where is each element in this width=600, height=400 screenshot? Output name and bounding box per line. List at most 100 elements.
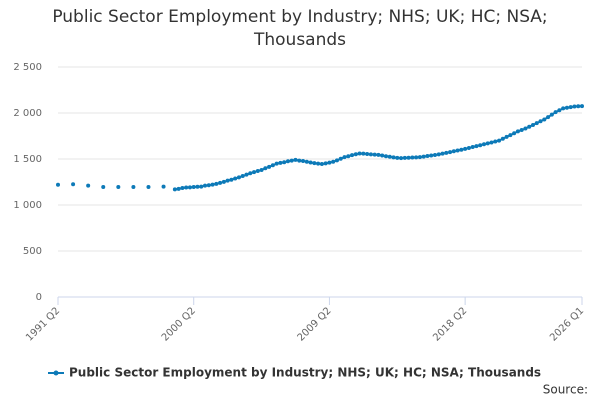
x-tick-label: 2026 Q1 bbox=[548, 305, 586, 343]
point bbox=[497, 138, 502, 143]
point bbox=[481, 142, 486, 147]
source: Source: bbox=[543, 383, 588, 397]
x-tick-label: 2018 Q2 bbox=[431, 305, 469, 343]
point bbox=[267, 164, 272, 169]
point bbox=[259, 168, 264, 173]
point bbox=[466, 145, 471, 150]
y-tick-label: 2 500 bbox=[13, 62, 42, 73]
point bbox=[176, 186, 181, 191]
point bbox=[274, 161, 279, 166]
point bbox=[515, 129, 520, 134]
point bbox=[391, 155, 396, 160]
point bbox=[376, 152, 381, 157]
point bbox=[248, 171, 253, 176]
point bbox=[542, 117, 547, 122]
y-tick-label: 500 bbox=[23, 246, 42, 257]
point bbox=[436, 152, 441, 157]
point bbox=[218, 180, 223, 185]
point bbox=[478, 143, 483, 148]
point bbox=[470, 145, 475, 150]
point bbox=[421, 154, 426, 159]
point bbox=[417, 155, 422, 160]
point bbox=[240, 174, 245, 179]
point bbox=[425, 154, 430, 159]
x-tick-label: 2000 Q2 bbox=[160, 305, 198, 343]
point bbox=[312, 161, 317, 166]
point bbox=[432, 152, 437, 157]
point bbox=[561, 106, 566, 111]
point bbox=[225, 178, 230, 183]
point bbox=[530, 122, 535, 127]
point bbox=[86, 183, 91, 188]
point bbox=[252, 170, 257, 175]
point bbox=[71, 182, 76, 187]
point bbox=[485, 141, 490, 146]
point bbox=[523, 126, 528, 131]
point bbox=[221, 179, 226, 184]
point bbox=[195, 184, 200, 189]
point bbox=[191, 185, 196, 190]
point bbox=[451, 149, 456, 154]
chart-title: Public Sector Employment by Industry; NH… bbox=[52, 7, 548, 50]
point bbox=[402, 155, 407, 160]
point bbox=[233, 176, 238, 181]
point bbox=[270, 163, 275, 168]
point bbox=[199, 184, 204, 189]
point bbox=[580, 104, 584, 109]
point bbox=[534, 121, 539, 126]
point bbox=[210, 182, 215, 187]
point bbox=[338, 156, 343, 161]
point bbox=[255, 168, 260, 173]
point bbox=[331, 159, 336, 164]
point bbox=[500, 136, 505, 141]
point bbox=[146, 185, 151, 190]
point bbox=[368, 152, 373, 157]
point bbox=[399, 156, 404, 161]
point bbox=[293, 157, 298, 162]
point bbox=[519, 128, 524, 133]
point bbox=[527, 124, 532, 129]
point bbox=[206, 183, 211, 188]
point bbox=[440, 151, 445, 156]
point bbox=[263, 166, 268, 171]
point bbox=[568, 105, 573, 110]
point bbox=[346, 154, 351, 159]
point bbox=[395, 155, 400, 160]
point bbox=[327, 160, 332, 165]
point bbox=[172, 187, 177, 192]
point bbox=[282, 160, 287, 165]
point bbox=[323, 161, 328, 166]
point bbox=[161, 184, 166, 189]
point bbox=[429, 153, 434, 158]
point bbox=[512, 131, 517, 136]
y-tick-label: 2 000 bbox=[13, 108, 42, 119]
point bbox=[459, 147, 464, 152]
point bbox=[508, 133, 513, 138]
point bbox=[564, 105, 569, 110]
point bbox=[319, 162, 324, 167]
point bbox=[365, 151, 370, 156]
point bbox=[203, 183, 208, 188]
point bbox=[414, 155, 419, 160]
point bbox=[553, 110, 558, 115]
point bbox=[372, 152, 377, 157]
point bbox=[380, 153, 385, 158]
point bbox=[350, 153, 355, 158]
point bbox=[184, 185, 189, 190]
point bbox=[278, 160, 283, 165]
point bbox=[297, 158, 302, 163]
point bbox=[489, 140, 494, 145]
point bbox=[474, 144, 479, 149]
point bbox=[387, 154, 392, 159]
point bbox=[410, 155, 415, 160]
point bbox=[455, 148, 460, 153]
point bbox=[406, 155, 411, 160]
y-tick-label: 0 bbox=[36, 292, 42, 303]
point bbox=[316, 161, 321, 166]
point bbox=[444, 150, 449, 155]
point bbox=[236, 175, 241, 180]
point bbox=[116, 185, 121, 190]
point bbox=[342, 155, 347, 160]
point bbox=[289, 158, 294, 163]
